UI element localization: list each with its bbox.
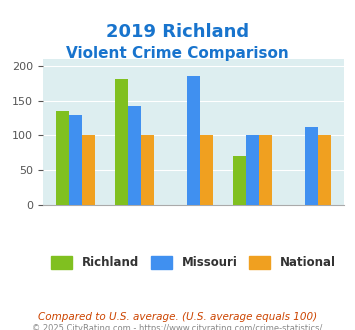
Bar bbox=[115, 80, 128, 205]
Bar bbox=[69, 115, 82, 205]
Legend: Richland, Missouri, National: Richland, Missouri, National bbox=[47, 252, 340, 274]
Text: Violent Crime Comparison: Violent Crime Comparison bbox=[66, 46, 289, 61]
Bar bbox=[128, 106, 141, 205]
Bar bbox=[233, 156, 246, 205]
Bar bbox=[200, 135, 213, 205]
Bar bbox=[141, 135, 154, 205]
Bar bbox=[259, 135, 272, 205]
Text: 2019 Richland: 2019 Richland bbox=[106, 23, 249, 41]
Bar bbox=[82, 135, 95, 205]
Bar bbox=[56, 111, 69, 205]
Bar bbox=[187, 76, 200, 205]
Bar bbox=[305, 127, 318, 205]
Bar bbox=[318, 135, 331, 205]
Text: Compared to U.S. average. (U.S. average equals 100): Compared to U.S. average. (U.S. average … bbox=[38, 312, 317, 322]
Bar bbox=[246, 135, 259, 205]
Text: © 2025 CityRating.com - https://www.cityrating.com/crime-statistics/: © 2025 CityRating.com - https://www.city… bbox=[32, 324, 323, 330]
